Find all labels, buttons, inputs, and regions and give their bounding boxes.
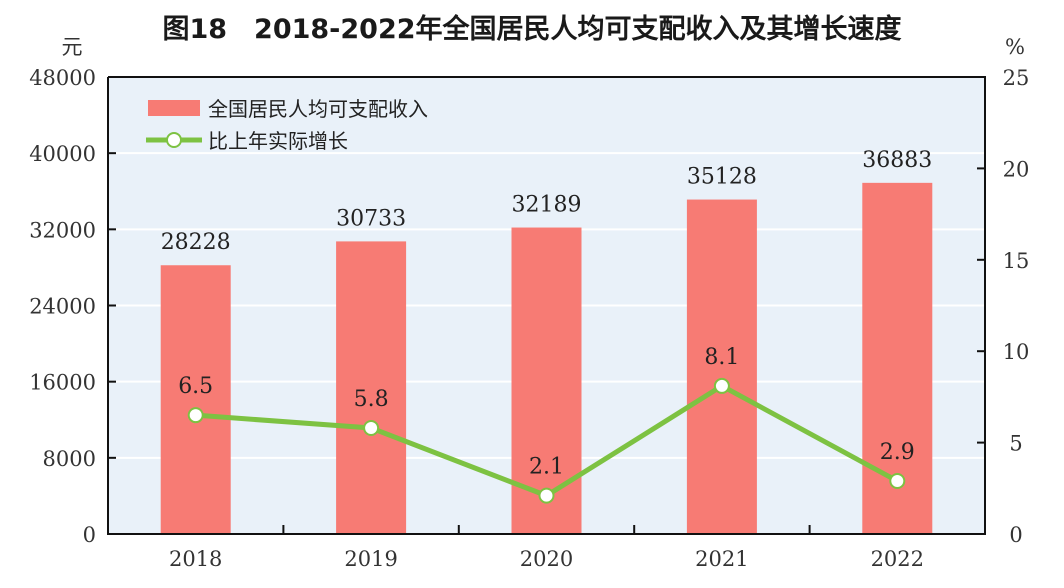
x-tick-label: 2018 bbox=[169, 547, 222, 571]
bar-label-2021: 35128 bbox=[687, 165, 757, 190]
growth-label-2019: 5.8 bbox=[354, 387, 389, 412]
left-tick-label: 16000 bbox=[29, 371, 96, 395]
right-tick-label: 10 bbox=[1003, 340, 1030, 364]
bar-2021 bbox=[686, 199, 757, 534]
bar-label-2020: 32189 bbox=[512, 193, 582, 218]
right-tick-label: 5 bbox=[1009, 432, 1022, 456]
growth-label-2018: 6.5 bbox=[178, 374, 213, 399]
growth-label-2021: 8.1 bbox=[704, 345, 739, 370]
x-tick-label: 2019 bbox=[344, 547, 397, 571]
growth-point-2018 bbox=[187, 407, 204, 424]
bar-2019 bbox=[336, 241, 407, 534]
growth-point-2019 bbox=[363, 419, 380, 436]
growth-point-2020 bbox=[538, 487, 555, 504]
legend-line-label: 比上年实际增长 bbox=[208, 129, 348, 153]
legend-bar-swatch bbox=[148, 100, 200, 116]
chart-title: 图18 2018-2022年全国居民人均可支配收入及其增长速度 bbox=[162, 13, 901, 45]
bar-2018 bbox=[160, 265, 231, 534]
x-tick-label: 2022 bbox=[871, 547, 924, 571]
x-tick-label: 2020 bbox=[520, 547, 573, 571]
growth-point-2021 bbox=[713, 377, 730, 394]
bar-label-2019: 30733 bbox=[336, 206, 406, 231]
legend-line-marker bbox=[166, 132, 182, 148]
growth-label-2022: 2.9 bbox=[880, 440, 915, 465]
left-tick-label: 24000 bbox=[29, 295, 96, 319]
left-tick-label: 0 bbox=[83, 523, 96, 547]
right-tick-label: 0 bbox=[1009, 523, 1022, 547]
left-tick-label: 8000 bbox=[43, 447, 96, 471]
x-tick-label: 2021 bbox=[695, 547, 748, 571]
bar-label-2022: 36883 bbox=[862, 148, 932, 173]
left-tick-label: 48000 bbox=[29, 66, 96, 90]
right-tick-label: 20 bbox=[1003, 157, 1030, 181]
right-tick-label: 25 bbox=[1003, 66, 1030, 90]
left-tick-label: 40000 bbox=[29, 142, 96, 166]
right-axis-unit: % bbox=[1005, 35, 1025, 59]
legend: 全国居民人均可支配收入 比上年实际增长 bbox=[146, 97, 428, 153]
growth-label-2020: 2.1 bbox=[529, 455, 564, 480]
growth-point-2022 bbox=[889, 472, 906, 489]
left-axis-unit: 元 bbox=[62, 35, 83, 59]
right-tick-label: 15 bbox=[1003, 249, 1030, 273]
legend-bar-label: 全国居民人均可支配收入 bbox=[208, 97, 428, 121]
bar-label-2018: 28228 bbox=[161, 230, 231, 255]
left-tick-label: 32000 bbox=[29, 218, 96, 242]
plot-frame bbox=[107, 76, 986, 535]
